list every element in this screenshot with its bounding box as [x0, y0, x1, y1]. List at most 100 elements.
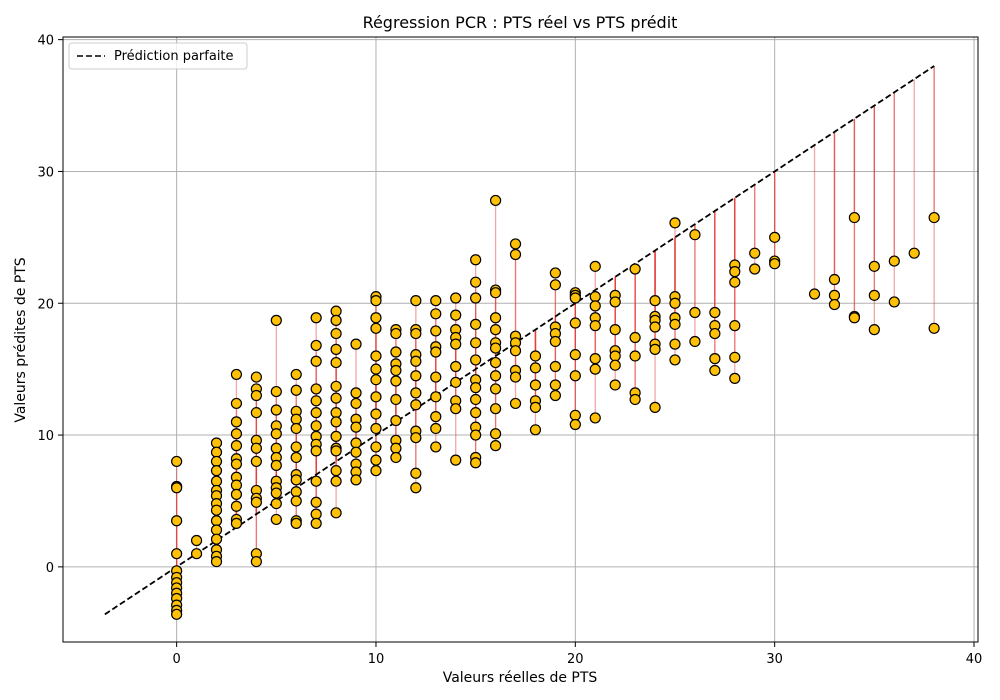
data-point	[470, 292, 482, 304]
data-point	[729, 320, 741, 332]
data-point	[230, 440, 243, 452]
data-point	[848, 312, 861, 324]
data-point	[350, 474, 362, 486]
data-point	[290, 384, 302, 396]
data-point	[390, 414, 402, 427]
data-point	[330, 380, 342, 392]
x-tick-label: 20	[567, 652, 584, 667]
data-point	[290, 413, 302, 425]
data-point	[489, 194, 502, 207]
data-point	[290, 486, 302, 498]
data-point	[330, 475, 342, 487]
data-point	[709, 353, 721, 365]
data-point	[589, 353, 601, 365]
data-point	[310, 445, 322, 457]
data-point	[529, 424, 542, 436]
data-point	[509, 397, 522, 410]
y-axis-label: Valeurs prédites de PTS	[13, 257, 29, 422]
data-point	[410, 327, 422, 340]
data-point	[689, 335, 701, 348]
data-point	[609, 379, 621, 391]
data-point	[489, 383, 502, 395]
legend: Prédiction parfaite	[68, 42, 248, 70]
data-point	[529, 350, 542, 362]
y-tick-label: 0	[46, 561, 54, 576]
data-point	[609, 296, 621, 308]
data-point	[470, 318, 482, 330]
data-point	[549, 279, 561, 291]
data-point	[689, 229, 701, 241]
data-point	[589, 363, 601, 375]
data-point	[270, 385, 282, 398]
data-point	[310, 508, 322, 520]
y-tick-label: 30	[37, 165, 54, 180]
data-point	[350, 421, 362, 433]
data-point	[171, 482, 183, 494]
data-point	[430, 346, 442, 358]
data-point	[210, 555, 223, 568]
data-point	[350, 437, 362, 449]
data-point	[370, 374, 382, 386]
data-point	[509, 248, 522, 261]
data-point	[430, 295, 442, 307]
data-point	[310, 383, 322, 395]
data-point	[410, 399, 422, 411]
data-point	[390, 346, 402, 358]
data-point	[589, 320, 601, 332]
data-point	[310, 407, 322, 419]
data-point	[629, 331, 641, 344]
data-point	[330, 314, 342, 326]
data-point	[828, 289, 841, 301]
data-point	[230, 368, 243, 381]
data-point	[310, 339, 322, 352]
data-point	[410, 482, 422, 494]
data-point	[290, 451, 302, 464]
data-point	[589, 260, 601, 272]
data-point	[450, 454, 462, 466]
data-point	[210, 455, 223, 468]
data-point	[470, 254, 482, 266]
data-point	[310, 475, 322, 487]
data-point	[330, 392, 342, 404]
data-point	[210, 524, 223, 536]
data-point	[749, 263, 761, 275]
data-point	[290, 441, 302, 453]
data-point	[908, 247, 920, 259]
data-point	[649, 295, 661, 307]
data-point	[171, 548, 183, 560]
data-point	[430, 308, 442, 320]
data-point	[330, 416, 342, 428]
data-point	[649, 321, 661, 333]
data-point	[390, 327, 402, 340]
data-point	[270, 404, 282, 416]
data-point	[450, 403, 462, 415]
data-point	[410, 467, 422, 479]
data-points	[171, 194, 940, 620]
data-point	[210, 515, 223, 527]
legend-box	[68, 42, 248, 70]
data-point	[171, 455, 183, 468]
data-point	[290, 474, 302, 486]
data-point	[888, 296, 900, 308]
data-point	[689, 306, 701, 319]
data-point	[390, 364, 402, 377]
data-point	[569, 349, 581, 361]
data-point	[410, 355, 422, 367]
data-point	[569, 418, 581, 431]
data-point	[489, 370, 502, 382]
data-point	[250, 371, 262, 383]
x-tick-label: 40	[966, 652, 983, 667]
data-point	[250, 407, 262, 419]
data-point	[430, 422, 442, 435]
data-point	[629, 263, 641, 275]
data-point	[171, 608, 183, 620]
data-point	[450, 338, 462, 350]
data-point	[250, 442, 262, 454]
data-point	[669, 318, 681, 330]
data-point	[549, 389, 561, 402]
data-point	[489, 440, 502, 452]
data-point	[350, 338, 362, 350]
data-point	[370, 312, 382, 324]
data-point	[210, 475, 223, 487]
